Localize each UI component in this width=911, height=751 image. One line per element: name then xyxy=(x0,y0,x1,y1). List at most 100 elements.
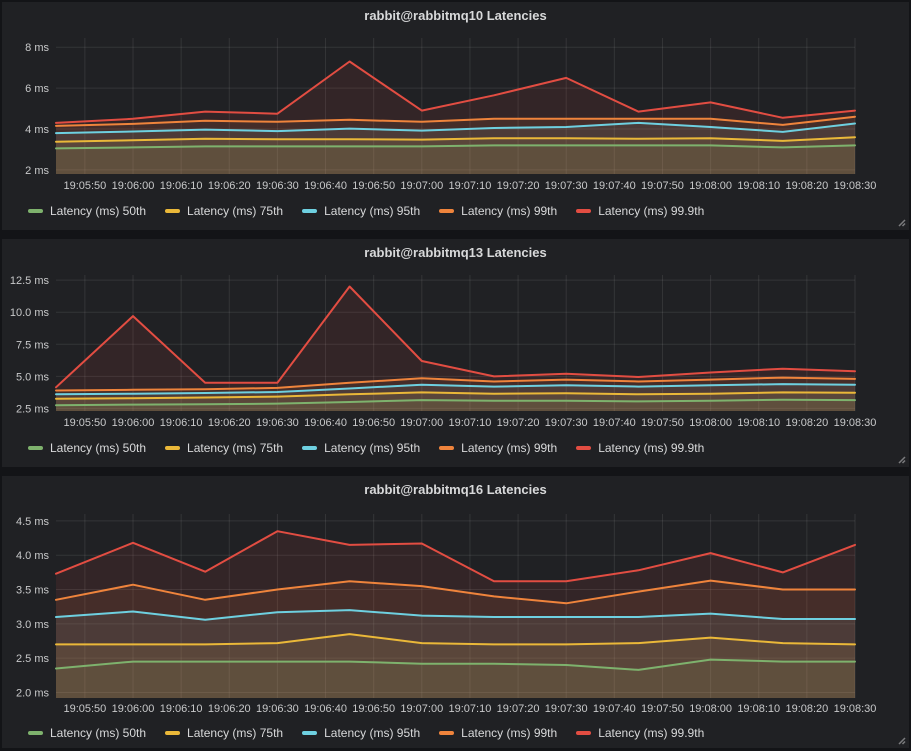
x-axis-tick-label: 19:06:10 xyxy=(160,180,203,192)
legend-item-label: Latency (ms) 99th xyxy=(461,441,558,455)
x-axis-tick-label: 19:07:10 xyxy=(449,180,492,192)
chart-legend: Latency (ms) 50th Latency (ms) 75th Latenc… xyxy=(2,723,909,743)
series-line-75th xyxy=(55,633,856,646)
x-axis-tick-label: 19:08:10 xyxy=(737,703,780,715)
panel-title[interactable]: rabbit@rabbitmq13 Latencies xyxy=(364,245,547,260)
legend-item-95th[interactable]: Latency (ms) 95th xyxy=(302,204,420,218)
x-axis-tick-label: 19:08:30 xyxy=(834,703,877,715)
legend-item-50th[interactable]: Latency (ms) 50th xyxy=(28,726,146,740)
legend-item-label: Latency (ms) 99th xyxy=(461,204,558,218)
series-line-50th xyxy=(55,658,856,671)
x-axis-tick-label: 19:06:20 xyxy=(208,417,251,429)
x-axis-tick-label: 19:08:30 xyxy=(834,180,877,192)
legend-color-swatch xyxy=(28,209,43,213)
panel-title[interactable]: rabbit@rabbitmq10 Latencies xyxy=(364,8,547,23)
grid xyxy=(56,38,856,174)
legend-item-50th[interactable]: Latency (ms) 50th xyxy=(28,204,146,218)
panel-resize-handle[interactable] xyxy=(896,735,906,745)
x-axis-tick-label: 19:06:50 xyxy=(352,180,395,192)
panel-resize-handle[interactable] xyxy=(896,217,906,227)
x-axis-tick-label: 19:06:50 xyxy=(352,417,395,429)
legend-item-95th[interactable]: Latency (ms) 95th xyxy=(302,441,420,455)
legend-item-95th[interactable]: Latency (ms) 95th xyxy=(302,726,420,740)
y-axis-tick-label: 10.0 ms xyxy=(10,307,50,319)
legend-color-swatch xyxy=(576,209,592,213)
x-axis-tick-label: 19:06:40 xyxy=(304,417,347,429)
series-area-95th xyxy=(56,122,855,174)
x-axis-tick-label: 19:07:00 xyxy=(400,703,443,715)
legend-item-99th[interactable]: Latency (ms) 99th xyxy=(439,204,557,218)
series-line-99.9th xyxy=(55,530,856,583)
y-axis-tick-label: 2.5 ms xyxy=(16,403,50,415)
series-lines xyxy=(55,285,856,407)
legend-item-99th[interactable]: Latency (ms) 99th xyxy=(439,726,557,740)
x-axis: 19:05:50 19:06:00 19:06:10 19:06:20 19:06:30… xyxy=(63,417,876,429)
series-lines xyxy=(55,60,856,150)
series-line-95th xyxy=(55,121,856,135)
legend-item-75th[interactable]: Latency (ms) 75th xyxy=(165,441,283,455)
panel-rabbitmq16: rabbit@rabbitmq16 Latencies 4.5 ms 4.0 ms 3… xyxy=(2,476,909,748)
x-axis-tick-label: 19:07:00 xyxy=(400,180,443,192)
chart-legend: Latency (ms) 50th Latency (ms) 75th Latenc… xyxy=(2,201,909,221)
x-axis-tick-label: 19:06:40 xyxy=(304,180,347,192)
y-axis-tick-label: 3.0 ms xyxy=(16,619,50,631)
x-axis-tick-label: 19:07:10 xyxy=(449,703,492,715)
grid xyxy=(56,275,856,411)
y-axis-tick-label: 6 ms xyxy=(25,83,49,95)
legend-item-label: Latency (ms) 75th xyxy=(187,441,284,455)
x-axis-tick-label: 19:07:20 xyxy=(497,417,540,429)
x-axis-tick-label: 19:07:50 xyxy=(641,703,684,715)
series-line-95th xyxy=(55,383,856,396)
legend-color-swatch xyxy=(439,209,455,213)
legend-color-swatch xyxy=(302,209,318,213)
legend-item-75th[interactable]: Latency (ms) 75th xyxy=(165,726,283,740)
legend-item-label: Latency (ms) 50th xyxy=(50,204,147,218)
legend-item-99.9th[interactable]: Latency (ms) 99.9th xyxy=(576,441,704,455)
x-axis-tick-label: 19:06:30 xyxy=(256,417,299,429)
series-area-75th xyxy=(56,634,855,698)
series-line-99.9th xyxy=(55,285,856,389)
legend-color-swatch xyxy=(165,446,181,450)
latency-chart-rabbitmq10: 8 ms 6 ms 4 ms 2 ms 19:05:50 19:06:00 19:06:10… xyxy=(25,38,876,192)
legend-item-99th[interactable]: Latency (ms) 99th xyxy=(439,441,557,455)
x-axis: 19:05:50 19:06:00 19:06:10 19:06:20 19:06:30… xyxy=(63,180,876,192)
panel-title[interactable]: rabbit@rabbitmq16 Latencies xyxy=(364,482,547,497)
series-area-50th xyxy=(56,399,855,411)
x-axis-tick-label: 19:06:00 xyxy=(112,417,155,429)
resize-grip-icon xyxy=(898,456,906,464)
x-axis-tick-label: 19:07:50 xyxy=(641,180,684,192)
legend-item-99.9th[interactable]: Latency (ms) 99.9th xyxy=(576,726,704,740)
x-axis-tick-label: 19:07:30 xyxy=(545,703,588,715)
series-lines xyxy=(55,530,856,671)
legend-color-swatch xyxy=(28,446,43,450)
x-axis-tick-label: 19:06:50 xyxy=(352,703,395,715)
x-axis-tick-label: 19:07:40 xyxy=(593,180,636,192)
legend-color-swatch xyxy=(28,731,43,735)
series-line-50th xyxy=(55,398,856,407)
legend-color-swatch xyxy=(165,209,181,213)
series-area-50th xyxy=(56,659,855,698)
x-axis-tick-label: 19:07:40 xyxy=(593,703,636,715)
legend-item-label: Latency (ms) 99th xyxy=(461,726,558,740)
resize-grip-icon xyxy=(898,219,906,227)
x-axis-tick-label: 19:08:10 xyxy=(737,180,780,192)
series-areas xyxy=(56,61,855,174)
legend-item-label: Latency (ms) 99.9th xyxy=(598,726,705,740)
x-axis-tick-label: 19:08:00 xyxy=(689,703,732,715)
panel-resize-handle[interactable] xyxy=(896,454,906,464)
x-axis-tick-label: 19:07:20 xyxy=(497,180,540,192)
x-axis-tick-label: 19:07:40 xyxy=(593,417,636,429)
x-axis-tick-label: 19:08:20 xyxy=(785,417,828,429)
x-axis-tick-label: 19:08:00 xyxy=(689,417,732,429)
x-axis-tick-label: 19:07:00 xyxy=(400,417,443,429)
x-axis-tick-label: 19:06:30 xyxy=(256,180,299,192)
y-axis-tick-label: 4.0 ms xyxy=(16,550,50,562)
legend-item-label: Latency (ms) 75th xyxy=(187,204,284,218)
legend-item-75th[interactable]: Latency (ms) 75th xyxy=(165,204,283,218)
legend-item-99.9th[interactable]: Latency (ms) 99.9th xyxy=(576,204,704,218)
legend-item-50th[interactable]: Latency (ms) 50th xyxy=(28,441,146,455)
x-axis-tick-label: 19:08:30 xyxy=(834,417,877,429)
y-axis: 4.5 ms 4.0 ms 3.5 ms 3.0 ms 2.5 ms 2.0 ms xyxy=(16,516,50,700)
series-areas xyxy=(56,531,855,698)
series-line-75th xyxy=(55,391,856,400)
